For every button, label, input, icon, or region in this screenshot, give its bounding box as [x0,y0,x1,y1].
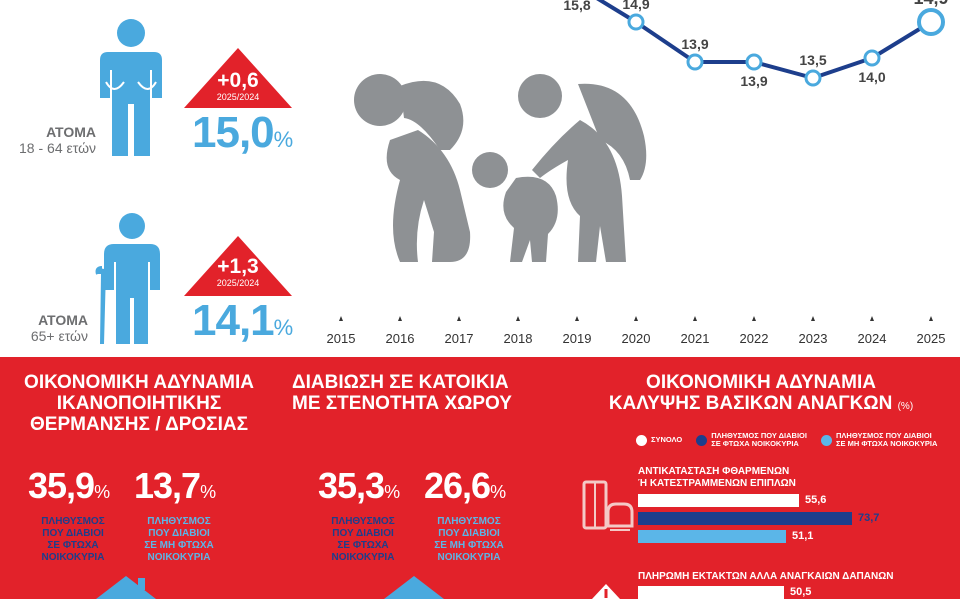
warning-icon [592,584,620,599]
group-label: ΑΤΟΜΑ 65+ ετών [30,312,88,345]
x-tick [575,316,579,321]
data-label: 14,9 [622,0,649,12]
x-tick-label: 2016 [386,331,415,346]
x-tick [516,316,520,321]
markers [627,8,945,87]
data-point [804,69,822,87]
change-triangle [184,236,292,296]
bar-value-label: 51,1 [792,530,814,542]
data-label: 14,0 [858,69,885,85]
space-title: ΔΙΑΒΙΩΣΗ ΣΕ ΚΑΤΟΙΚΙΑ ΜΕ ΣΤΕΝΟΤΗΤΑ ΧΩΡΟΥ [292,372,512,414]
x-tick [634,316,638,321]
legend-item-total: ΣΥΝΟΛΟ [636,432,682,448]
space-poor-label: ΠΛΗΘΥΣΜΟΣ ΠΟΥ ΔΙΑΒΙΟΙ ΣΕ ΦΤΩΧΑ ΝΟΙΚΟΚΥΡΙΑ [331,516,395,563]
x-tick-label: 2022 [740,331,769,346]
x-tick [870,316,874,321]
needs-category-0: ΑΝΤΙΚΑΤΑΣΤΑΣΗ ΦΘΑΡΜΕΝΩΝ Ή ΚΑΤΕΣΤΡΑΜΜΕΝΩΝ… [638,466,796,489]
x-tick-label: 2025 [917,331,946,346]
x-tick [398,316,402,321]
data-label: 13,9 [681,36,708,52]
heating-nonpoor-label: ΠΛΗΘΥΣΜΟΣ ΠΟΥ ΔΙΑΒΙΟΙ ΣΕ ΜΗ ΦΤΩΧΑ ΝΟΙΚΟΚΥΡΙ… [144,516,214,563]
space-poor-stat: 35,3% ΠΛΗΘΥΣΜΟΣ ΠΟΥ ΔΙΑΒΙΟΙ ΣΕ ΦΤΩΧΑ ΝΟΙΚΟΚ… [318,466,408,564]
x-tick-label: 2015 [327,331,356,346]
space-nonpoor-stat: 26,6% ΠΛΗΘΥΣΜΟΣ ΠΟΥ ΔΙΑΒΙΟΙ ΣΕ ΜΗ ΦΤΩΧΑ ΝΟΙ… [424,466,514,564]
heating-nonpoor-stat: 13,7% ΠΛΗΘΥΣΜΟΣ ΠΟΥ ΔΙΑΒΙΟΙ ΣΕ ΜΗ ΦΤΩΧΑ ΝΟΙ… [134,466,224,564]
bar [638,494,799,507]
heating-title: ΟΙΚΟΝΟΜΙΚΗ ΑΔΥΝΑΜΙΑ ΙΚΑΝΟΠΟΙΗΤΙΚΗΣ ΘΕΡΜΑ… [24,372,254,435]
x-tick [752,316,756,321]
value-labels: 15,8 14,9 13,9 13,9 13,5 14,0 14,9 [563,0,948,89]
data-point [745,53,763,71]
x-axis: 2015 2016 2017 2018 2019 2020 2021 2022 2023 2024… [327,316,946,346]
data-label: 14,9 [913,0,948,8]
data-point [863,49,881,67]
bar-value-label: 50,5 [790,586,812,598]
house-icon [96,576,156,599]
needs-title: ΟΙΚΟΝΟΜΙΚΗ ΑΔΥΝΑΜΙΑ ΚΑΛΥΨΗΣ ΒΑΣΙΚΩΝ ΑΝΑΓ… [608,372,914,414]
x-tick-label: 2021 [681,331,710,346]
legend-item-nonpoor: ΠΛΗΘΥΣΜΟΣ ΠΟΥ ΔΙΑΒΙΟΙ ΣΕ ΜΗ ΦΤΩΧΑ ΝΟΙΚΟΚΥ… [820,432,937,448]
x-tick-label: 2019 [563,331,592,346]
x-tick [811,316,815,321]
bar [638,586,784,599]
heating-poor-stat: 35,9% ΠΛΗΘΥΣΜΟΣ ΠΟΥ ΔΙΑΒΙΟΙ ΣΕ ΦΤΩΧΑ ΝΟΙΚΟΚ… [28,466,118,564]
x-tick-label: 2023 [799,331,828,346]
indicators-band [0,357,960,599]
bar-value-label: 73,7 [858,512,880,524]
bar [638,512,852,525]
x-tick [693,316,697,321]
line-chart: 2015 2016 2017 2018 2019 2020 2021 2022 2023 2024… [327,0,949,346]
x-tick-label: 2017 [445,331,474,346]
needs-legend: ΣΥΝΟΛΟ ΠΛΗΘΥΣΜΟΣ ΠΟΥ ΔΙΑΒΙΟΙ ΣΕ ΦΤΩΧΑ ΝΟΙ… [636,432,937,448]
house-icon [384,576,444,599]
adult-person-icon [100,19,162,156]
x-tick [457,316,461,321]
x-tick-label: 2018 [504,331,533,346]
elderly-person-icon [95,213,160,344]
data-label: 15,8 [563,0,590,13]
heating-poor-label: ΠΛΗΘΥΣΜΟΣ ΠΟΥ ΔΙΑΒΙΟΙ ΣΕ ΦΤΩΧΑ ΝΟΙΚΟΚΥΡΙΑ [41,516,105,563]
space-nonpoor-label: ΠΛΗΘΥΣΜΟΣ ΠΟΥ ΔΙΑΒΙΟΙ ΣΕ ΜΗ ΦΤΩΧΑ ΝΟΙΚΟΚΥΡΙ… [434,516,504,563]
family-burden-illustration [354,74,647,262]
x-tick [339,316,343,321]
data-point [917,8,945,36]
change-text: +0,6 2025/2024 [216,69,260,102]
group-label: ΑΤΟΜΑ 18 - 64 ετών [19,124,96,157]
furniture-icon [582,480,634,531]
legend-item-poor: ΠΛΗΘΥΣΜΟΣ ΠΟΥ ΔΙΑΒΙΟΙ ΣΕ ΦΤΩΧΑ ΝΟΙΚΟΚΥΡΙΑ [696,432,807,448]
data-point [627,13,645,31]
needs-category-1: ΠΛΗΡΩΜΗ ΕΚΤΑΚΤΩΝ ΑΛΛΑ ΑΝΑΓΚΑΙΩΝ ΔΑΠΑΝΩΝ [638,571,894,582]
bar [638,530,786,543]
change-triangle [184,48,292,108]
data-label: 13,9 [740,73,767,89]
data-point [686,53,704,71]
data-label: 13,5 [799,52,826,68]
x-tick [929,316,933,321]
group-value: 15,0% [192,108,294,157]
x-tick-label: 2024 [858,331,887,346]
group-value: 14,1% [192,296,294,345]
bar-value-label: 55,6 [805,494,827,506]
x-tick-label: 2020 [622,331,651,346]
change-text: +1,3 2025/2024 [216,255,260,288]
